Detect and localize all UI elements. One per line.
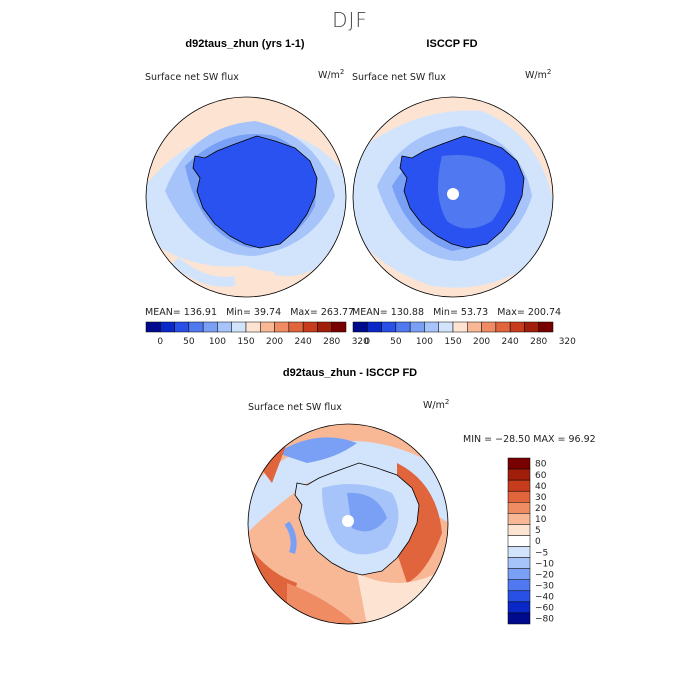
panel-1-colorbar-swatch	[145, 321, 161, 333]
panel-2-colorbar-swatch	[481, 321, 497, 333]
diff-colorbar-swatch	[507, 513, 531, 525]
diff-colorbar-swatch	[507, 535, 531, 547]
diff-colorbar-swatch	[507, 468, 531, 481]
panel-2-colorbar-label: 200	[473, 337, 490, 347]
panel-1-colorbar-swatch	[245, 321, 261, 333]
panel-1-colorbar-swatch	[260, 321, 275, 333]
diff-colorbar-label: −80	[535, 615, 554, 625]
diff-colorbar-swatch	[507, 490, 531, 503]
panel-2-colorbar-label: 150	[444, 337, 461, 347]
diff-colorbar-swatch	[507, 546, 531, 558]
panel-2-max: Max= 200.74	[497, 307, 562, 318]
panel-1-map	[145, 96, 347, 298]
panel-1-min: Min= 39.74	[226, 307, 282, 318]
panel-2-units: W/m2	[525, 68, 552, 82]
panel-1-units: W/m2	[318, 68, 345, 82]
panel-1-colorbar-swatch	[217, 321, 232, 333]
panel-2-colorbar-swatch	[352, 321, 368, 333]
diff-colorbar-swatch	[507, 590, 531, 603]
diff-colorbar-label: 30	[535, 493, 547, 503]
panel-1-colorbar-swatch	[331, 321, 347, 333]
diff-map	[247, 423, 449, 625]
panel-1-colorbar-label: 0	[157, 337, 163, 347]
diff-colorbar-swatch	[507, 557, 531, 569]
panel-2-map	[352, 96, 554, 298]
diff-colorbar-label: 10	[535, 515, 547, 525]
panel-1-colorbar-label: 100	[209, 337, 226, 347]
diff-colorbar-label: 60	[535, 471, 547, 481]
diff-colorbar-swatch	[507, 457, 531, 470]
diff-colorbar-swatch	[507, 579, 531, 592]
panel-1-colorbar-label: 200	[266, 337, 283, 347]
panel-2-colorbar-swatch	[524, 321, 539, 333]
diff-colorbar-label: −20	[535, 570, 554, 580]
panel-2-mean: MEAN= 130.88	[352, 307, 425, 318]
diff-colorbar-label: 40	[535, 482, 547, 492]
panel-1-max: Max= 263.77	[290, 307, 355, 318]
panel-1-colorbar-label: 320	[352, 337, 369, 347]
diff-units: W/m2	[423, 398, 450, 412]
diff-colorbar-label: 0	[535, 537, 541, 547]
panel-1-colorbar-label: 150	[237, 337, 254, 347]
panel-1-colorbar-label: 240	[295, 337, 312, 347]
panel-1-colorbar-label: 50	[183, 337, 195, 347]
diff-colorbar-label: −40	[535, 593, 554, 603]
diff-colorbar-swatch	[507, 568, 531, 580]
panel-2-colorbar-swatch	[538, 321, 554, 333]
panel-1-colorbar-swatch	[288, 321, 304, 333]
panel-1-colorbar-swatch	[202, 321, 218, 333]
panel-2-colorbar-swatch	[409, 321, 425, 333]
diff-colorbar-label: −5	[535, 548, 548, 558]
panel-1-colorbar-swatch	[160, 321, 175, 333]
diff-colorbar-label: −10	[535, 559, 554, 569]
diff-colorbar-swatch	[507, 479, 531, 492]
diff-title: d92taus_zhun - ISCCP FD	[282, 367, 418, 379]
panel-2-colorbar-swatch	[424, 321, 439, 333]
panel-2-colorbar-swatch	[495, 321, 511, 333]
panel-2-variable: Surface net SW flux	[352, 72, 446, 83]
panel-2-colorbar-label: 240	[502, 337, 519, 347]
panel-1-mean: MEAN= 136.91	[145, 307, 218, 318]
panel-1-colorbar-swatch	[231, 321, 247, 333]
panel-1-colorbar-swatch	[174, 321, 190, 333]
diff-colorbar-swatch	[507, 524, 531, 536]
panel-2-title: ISCCP FD	[426, 38, 478, 50]
panel-1-colorbar-swatch	[188, 321, 204, 333]
diff-colorbar-swatch	[507, 612, 531, 625]
panel-2-colorbar-label: 280	[530, 337, 547, 347]
diff-colorbar-label: 20	[535, 504, 547, 514]
panel-1-colorbar-swatch	[317, 321, 332, 333]
panel-2-colorbar-swatch	[509, 321, 525, 333]
panel-1-antarctica	[192, 135, 318, 249]
panel-2-colorbar-label: 50	[390, 337, 402, 347]
panel-1-colorbar-swatch	[274, 321, 290, 333]
panel-1-variable: Surface net SW flux	[145, 72, 239, 83]
diff-colorbar-label: 5	[535, 526, 541, 536]
diff-colorbar-label: −60	[535, 604, 554, 614]
diff-minmax: MIN = −28.50 MAX = 96.92	[463, 434, 596, 445]
diff-colorbar-swatch	[507, 601, 531, 614]
panel-2-colorbar-label: 0	[364, 337, 370, 347]
diff-variable: Surface net SW flux	[248, 402, 342, 413]
panel-2-colorbar-label: 100	[416, 337, 433, 347]
panel-2-colorbar-swatch	[381, 321, 397, 333]
panel-1-colorbar: 0 50 100 150 200 240 280 320	[145, 321, 369, 347]
panel-2-colorbar-swatch	[367, 321, 382, 333]
panel-2-colorbar-swatch	[467, 321, 482, 333]
diff-colorbar-label: 80	[535, 460, 547, 470]
panel-1-title: d92taus_zhun (yrs 1-1)	[185, 38, 305, 50]
panel-2-min: Min= 53.73	[433, 307, 489, 318]
panel-2-colorbar-swatch	[395, 321, 411, 333]
panel-2-colorbar: 0 50 100 150 200 240 280 320	[352, 321, 576, 347]
panel-2-colorbar-swatch	[438, 321, 454, 333]
panel-2-colorbar-swatch	[452, 321, 468, 333]
panel-2-colorbar-label: 320	[559, 337, 576, 347]
diff-colorbar-swatch	[507, 502, 531, 514]
season-title: DJF	[332, 8, 368, 32]
panel-1-colorbar-swatch	[302, 321, 318, 333]
panel-1-colorbar-label: 280	[323, 337, 340, 347]
diff-colorbar-label: −30	[535, 581, 554, 591]
